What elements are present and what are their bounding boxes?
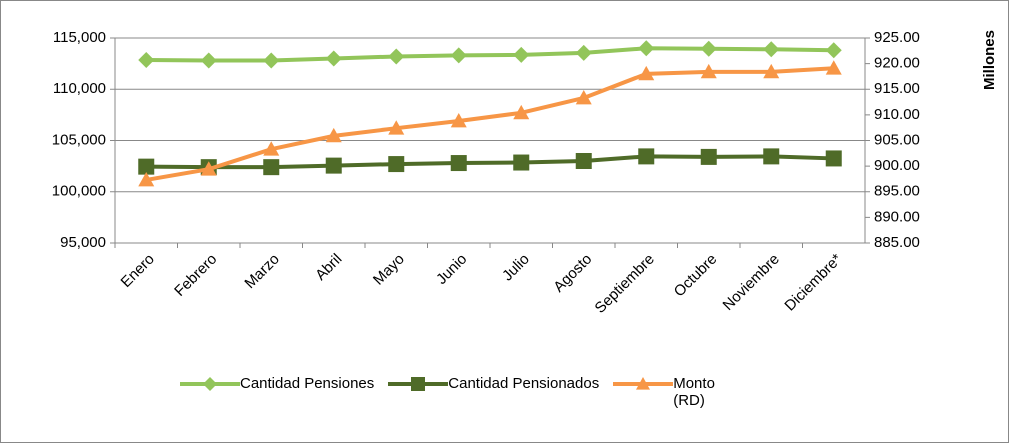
y2-tick-label: 925.00: [874, 29, 920, 46]
y2-tick-label: 915.00: [874, 80, 920, 97]
marker: [325, 127, 342, 143]
marker: [825, 60, 842, 75]
marker: [263, 141, 280, 156]
marker: [203, 377, 217, 391]
marker: [638, 65, 655, 81]
legend: Cantidad Pensiones Cantidad Pensionados Mo…: [180, 372, 880, 409]
marker: [263, 52, 280, 69]
marker: [825, 42, 842, 59]
legend-swatch: [613, 377, 674, 390]
marker: [636, 377, 651, 390]
y2-tick-label: 885.00: [874, 234, 920, 251]
y2-tick-label: 920.00: [874, 55, 920, 72]
legend-item: Cantidad Pensionados: [388, 372, 599, 409]
legend-label: Monto (RD): [673, 375, 715, 409]
y-tick-label: 95,000: [60, 234, 106, 251]
y-tick-label: 100,000: [52, 183, 106, 200]
y2-tick-label: 900.00: [874, 157, 920, 174]
series-line: [146, 154, 834, 170]
marker: [450, 155, 467, 172]
marker: [388, 156, 405, 173]
marker: [411, 377, 426, 391]
marker: [200, 52, 217, 69]
legend-label: Cantidad Pensionados: [448, 375, 600, 392]
marker: [138, 158, 155, 175]
marker: [700, 40, 717, 57]
marker: [638, 148, 655, 165]
marker: [138, 171, 155, 187]
marker: [450, 113, 467, 128]
marker: [263, 159, 280, 176]
series-line: [146, 46, 834, 63]
legend-swatch: [388, 377, 449, 391]
marker: [200, 161, 217, 176]
marker: [388, 48, 405, 65]
legend-swatch: [180, 377, 240, 391]
y2-tick-label: 910.00: [874, 106, 920, 123]
marker: [450, 47, 467, 64]
y-tick-label: 105,000: [52, 131, 106, 148]
y2-tick-label: 890.00: [874, 208, 920, 225]
marker: [763, 63, 780, 79]
legend-label: Cantidad Pensiones: [240, 375, 375, 392]
marker: [325, 50, 342, 67]
marker: [700, 63, 717, 79]
marker: [138, 52, 155, 69]
y2-tick-label: 905.00: [874, 131, 920, 148]
marker: [700, 148, 717, 165]
marker: [763, 148, 780, 165]
y2-tick-label: 895.00: [874, 183, 920, 200]
marker: [638, 40, 655, 57]
marker: [513, 104, 530, 120]
marker: [763, 41, 780, 58]
marker: [513, 154, 530, 171]
legend-item: Cantidad Pensiones: [180, 372, 374, 409]
marker: [388, 120, 405, 135]
y-tick-label: 110,000: [53, 80, 106, 97]
y-tick-label: 115,000: [53, 29, 106, 46]
marker: [575, 89, 592, 105]
marker: [825, 150, 842, 167]
marker: [513, 46, 530, 63]
legend-item: Monto (RD): [613, 372, 728, 409]
series-line: [145, 66, 834, 182]
marker: [575, 153, 592, 169]
marker: [325, 157, 342, 174]
y2-axis-title: Millones: [981, 30, 998, 90]
marker: [575, 44, 592, 61]
